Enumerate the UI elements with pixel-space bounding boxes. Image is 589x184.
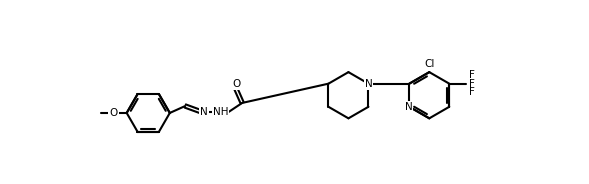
Text: N: N	[200, 107, 207, 117]
Text: O: O	[110, 108, 118, 118]
Text: F: F	[469, 79, 474, 89]
Text: NH: NH	[213, 107, 229, 117]
Text: Cl: Cl	[424, 59, 435, 69]
Text: F: F	[469, 70, 474, 80]
Text: N: N	[405, 102, 412, 112]
Text: O: O	[233, 79, 241, 89]
Text: F: F	[469, 87, 474, 97]
Text: N: N	[365, 79, 372, 89]
